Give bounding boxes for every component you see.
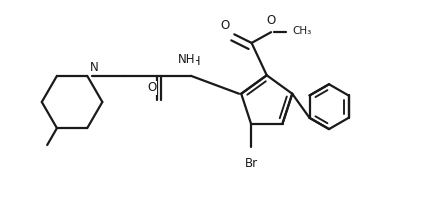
Text: O: O — [266, 14, 276, 27]
Text: N: N — [89, 61, 98, 74]
Text: O: O — [221, 19, 230, 32]
Text: O: O — [147, 81, 156, 94]
Text: NH: NH — [178, 53, 195, 66]
Text: NH: NH — [184, 55, 201, 68]
Text: Br: Br — [244, 157, 257, 170]
Text: CH₃: CH₃ — [293, 26, 312, 36]
